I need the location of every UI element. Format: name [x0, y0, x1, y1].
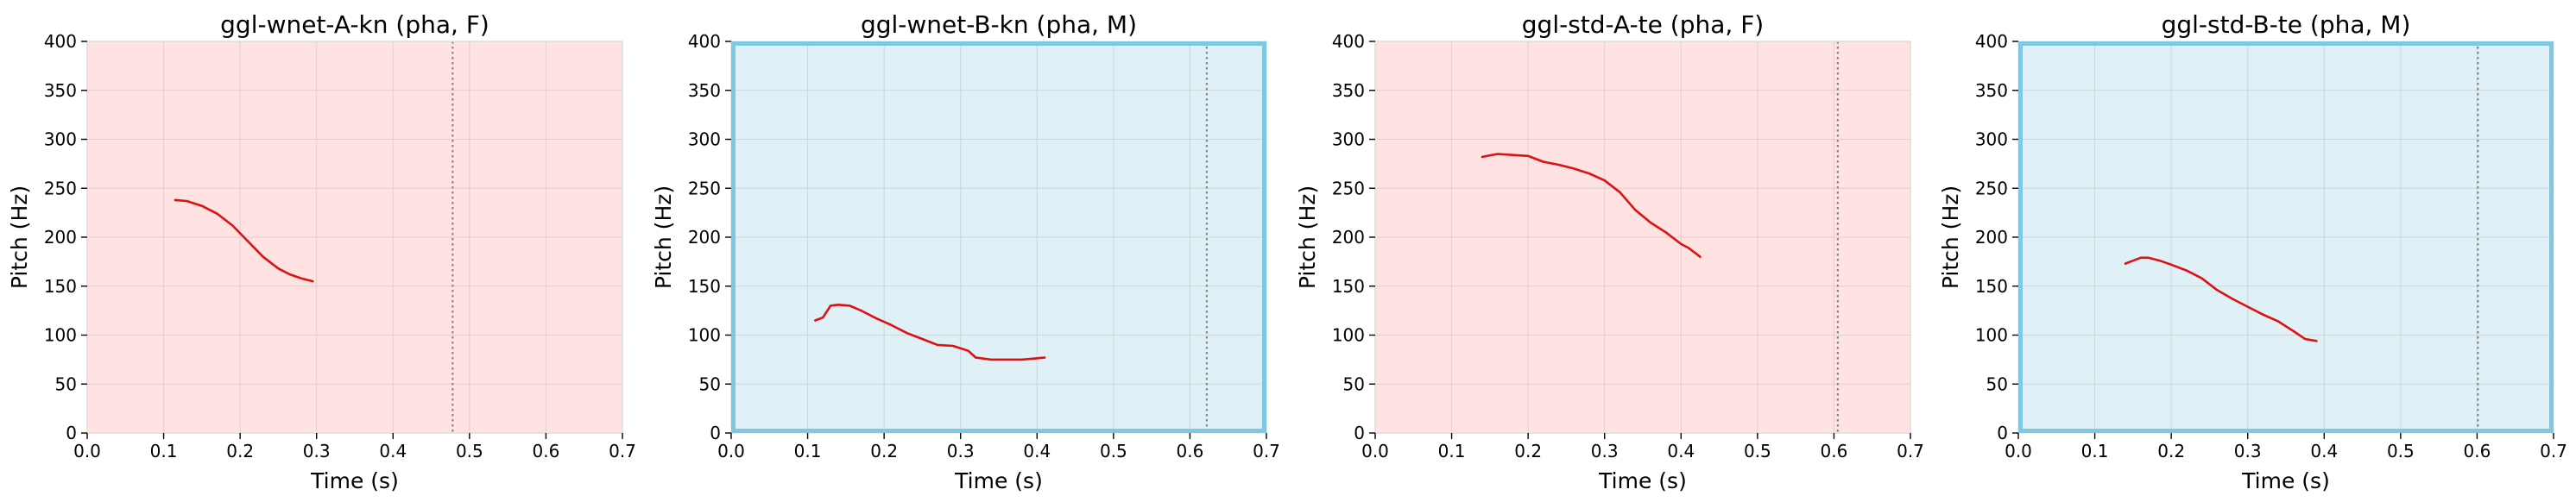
y-tick-label: 250: [44, 178, 77, 198]
x-tick-label: 0.1: [1438, 441, 1466, 461]
chart-title: ggl-std-A-te (pha, F): [1522, 10, 1764, 39]
x-tick-label: 0.5: [1744, 441, 1771, 461]
chart-title: ggl-wnet-A-kn (pha, F): [220, 10, 489, 39]
plot-background: [2018, 41, 2554, 433]
y-tick-label: 350: [44, 80, 77, 101]
y-tick-label: 50: [1343, 373, 1365, 394]
x-tick-label: 0.0: [1361, 441, 1389, 461]
y-tick-label: 400: [44, 31, 77, 52]
y-tick-label: 350: [1975, 80, 2008, 101]
y-tick-label: 0: [710, 423, 721, 443]
x-tick-label: 0.2: [870, 441, 898, 461]
y-tick-label: 0: [66, 423, 77, 443]
x-tick-label: 0.2: [1514, 441, 1542, 461]
y-tick-label: 400: [688, 31, 721, 52]
y-tick-label: 200: [44, 227, 77, 248]
y-tick-label: 0: [1354, 423, 1365, 443]
x-tick-label: 0.4: [1023, 441, 1051, 461]
y-tick-label: 300: [688, 129, 721, 150]
y-axis-label: Pitch (Hz): [1938, 185, 1963, 289]
x-tick-label: 0.3: [947, 441, 975, 461]
pitch-curve: [2124, 256, 2318, 342]
y-tick-label: 100: [1975, 325, 2008, 346]
plot-background: [731, 41, 1266, 433]
y-tick-label: 150: [1332, 276, 1365, 297]
pitch-curve: [814, 303, 1046, 361]
x-tick-label: 0.1: [150, 441, 178, 461]
y-tick-label: 400: [1332, 31, 1365, 52]
plot-frame: [2018, 41, 2554, 433]
x-tick-label: 0.7: [2540, 441, 2567, 461]
x-tick-label: 0.1: [794, 441, 822, 461]
y-tick-label: 0: [1997, 423, 2008, 443]
y-tick-label: 200: [1332, 227, 1365, 248]
x-tick-label: 0.3: [303, 441, 331, 461]
x-axis-label: Time (s): [1598, 468, 1687, 493]
x-tick-label: 0.3: [1591, 441, 1619, 461]
x-tick-label: 0.0: [717, 441, 745, 461]
x-tick-label: 0.7: [1253, 441, 1280, 461]
chart-panel-4: 0.0 0.1 0.2 0.3 0.4 0.5 0.6 0.7 0 50 100 150 200 250 3…: [1938, 10, 2567, 493]
pitch-curve: [1481, 153, 1702, 259]
x-axis-label: Time (s): [2241, 468, 2330, 493]
y-axis-label: Pitch (Hz): [651, 185, 676, 289]
y-tick-label: 400: [1975, 31, 2008, 52]
x-tick-label: 0.0: [2005, 441, 2032, 461]
chart-panel-2: 0.0 0.1 0.2 0.3 0.4 0.5 0.6 0.7 0 50 100 150 200 250 3…: [651, 10, 1280, 493]
chart-title: ggl-wnet-B-kn (pha, M): [861, 10, 1137, 39]
x-axis-label: Time (s): [954, 468, 1043, 493]
y-tick-label: 300: [1975, 129, 2008, 150]
y-tick-label: 150: [44, 276, 77, 297]
x-tick-label: 0.4: [379, 441, 407, 461]
x-tick-label: 0.7: [1897, 441, 1924, 461]
pitch-curve: [174, 198, 314, 283]
y-tick-label: 250: [1332, 178, 1365, 198]
chart-title: ggl-std-B-te (pha, M): [2162, 10, 2411, 39]
y-tick-label: 50: [1986, 373, 2008, 394]
x-tick-label: 0.5: [2387, 441, 2415, 461]
x-axis-label: Time (s): [310, 468, 399, 493]
y-tick-label: 300: [44, 129, 77, 150]
y-axis-label: Pitch (Hz): [7, 185, 32, 289]
plot-frame: [731, 41, 1266, 433]
x-tick-label: 0.6: [1177, 441, 1204, 461]
x-tick-label: 0.0: [73, 441, 101, 461]
y-tick-label: 350: [688, 80, 721, 101]
y-tick-label: 250: [1975, 178, 2008, 198]
x-tick-label: 0.7: [609, 441, 636, 461]
y-axis-label: Pitch (Hz): [1295, 185, 1320, 289]
x-tick-label: 0.6: [1821, 441, 1848, 461]
plot-background: [1375, 41, 1910, 433]
plot-background: [87, 41, 622, 433]
x-tick-label: 0.5: [1100, 441, 1127, 461]
x-tick-label: 0.6: [533, 441, 560, 461]
y-tick-label: 100: [44, 325, 77, 346]
x-tick-label: 0.6: [2464, 441, 2491, 461]
y-tick-label: 50: [55, 373, 77, 394]
x-tick-label: 0.4: [2310, 441, 2338, 461]
y-tick-label: 50: [699, 373, 721, 394]
y-tick-label: 150: [688, 276, 721, 297]
x-tick-label: 0.4: [1667, 441, 1695, 461]
x-tick-label: 0.2: [2157, 441, 2185, 461]
y-tick-label: 250: [688, 178, 721, 198]
y-tick-label: 150: [1975, 276, 2008, 297]
y-tick-label: 350: [1332, 80, 1365, 101]
y-tick-label: 200: [1975, 227, 2008, 248]
chart-panel-1: 0.0 0.1 0.2 0.3 0.4 0.5 0.6 0.7 0 50 100 150 200 250 3…: [7, 10, 636, 493]
x-tick-label: 0.2: [226, 441, 254, 461]
x-tick-label: 0.5: [456, 441, 483, 461]
y-tick-label: 100: [688, 325, 721, 346]
y-tick-label: 300: [1332, 129, 1365, 150]
x-tick-label: 0.1: [2081, 441, 2109, 461]
x-tick-label: 0.3: [2234, 441, 2262, 461]
chart-panel-3: 0.0 0.1 0.2 0.3 0.4 0.5 0.6 0.7 0 50 100 150 200 250 3…: [1295, 10, 1924, 493]
y-tick-label: 100: [1332, 325, 1365, 346]
y-tick-label: 200: [688, 227, 721, 248]
